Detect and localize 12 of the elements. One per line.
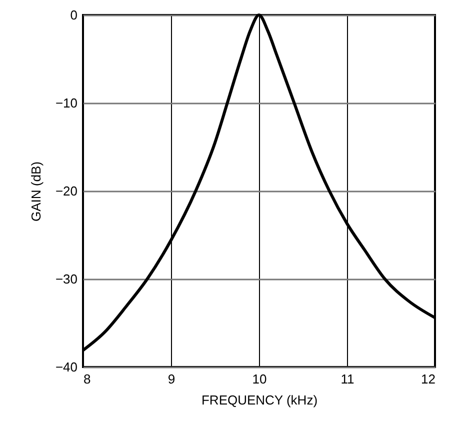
x-tick-label: 10 <box>252 372 267 386</box>
x-axis-title: FREQUENCY (kHz) <box>201 392 318 408</box>
y-tick-label: −30 <box>55 272 78 286</box>
y-tick-label: −20 <box>55 184 78 198</box>
y-tick-label: −40 <box>55 360 78 374</box>
x-tick-label: 9 <box>168 372 176 386</box>
x-tick-label: 8 <box>84 372 91 386</box>
y-tick-label: −10 <box>55 96 78 110</box>
y-axis-title: GAIN (dB) <box>28 162 44 222</box>
y-tick-label: 0 <box>70 8 78 22</box>
x-tick-label: 11 <box>340 372 354 386</box>
x-tick-label: 12 <box>421 372 436 386</box>
